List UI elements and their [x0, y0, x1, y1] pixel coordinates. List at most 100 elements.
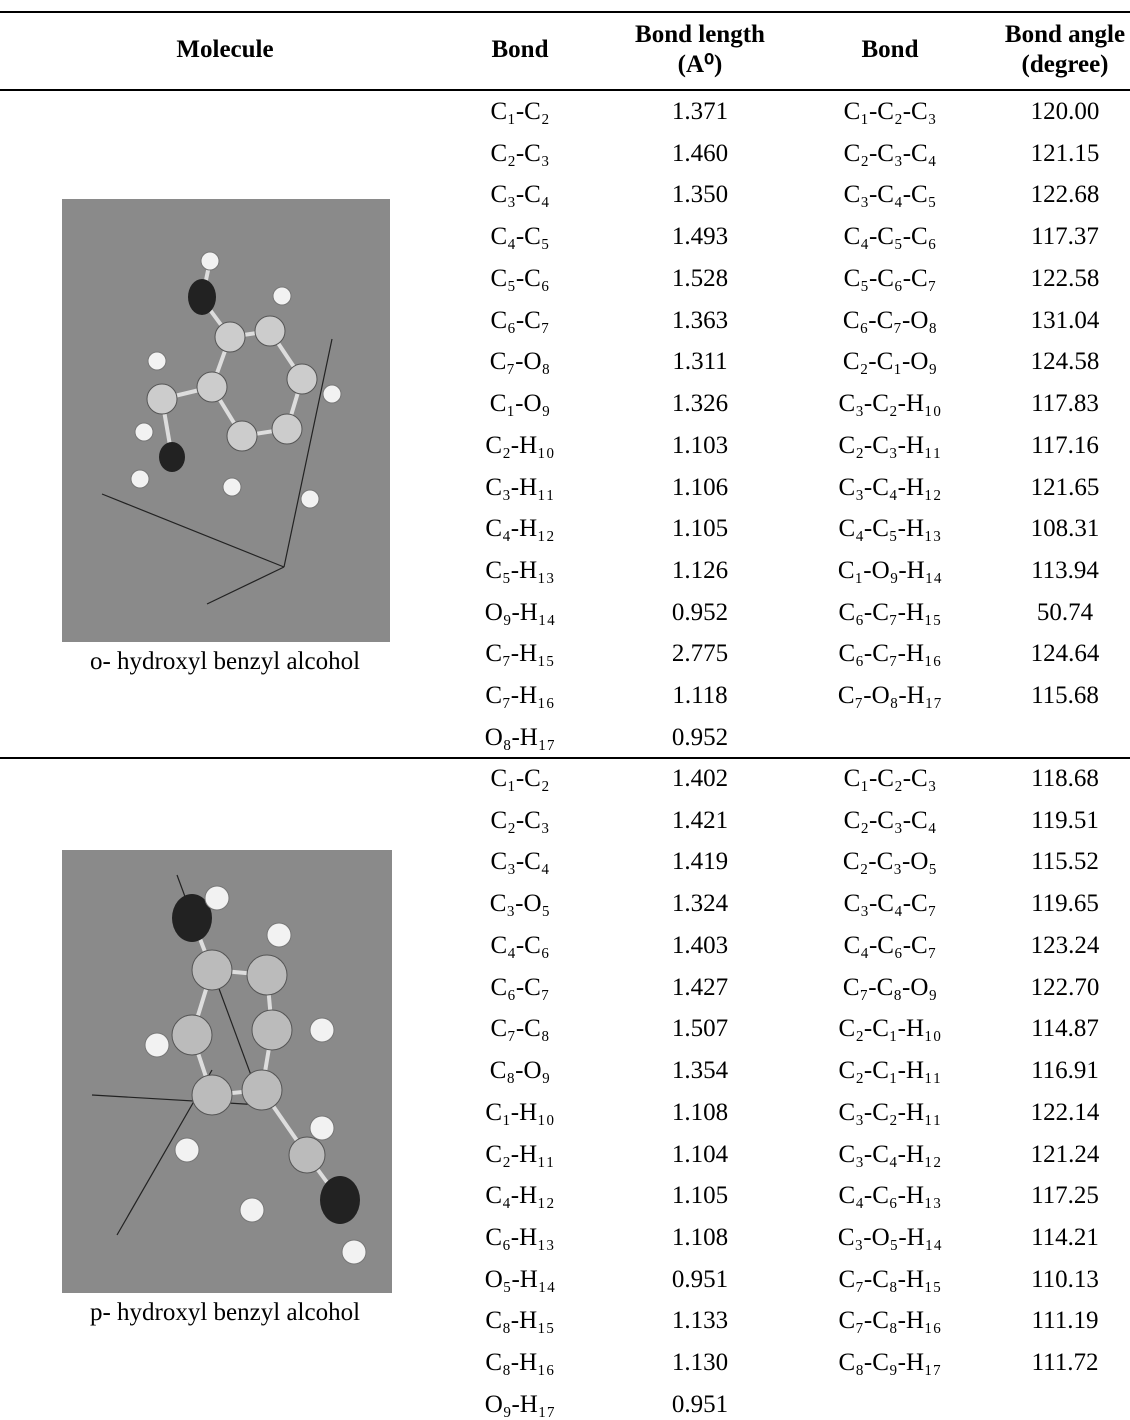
angle-bond: C₂-C₃-C₄: [844, 807, 937, 835]
top-rule: [0, 11, 1130, 13]
bond-angle: 119.65: [1031, 890, 1099, 918]
bond-angle: 114.21: [1031, 1224, 1099, 1252]
bond-angle: 108.31: [1031, 515, 1100, 543]
angle-bond: C₃-C₂-H₁₀: [839, 390, 942, 418]
angle-bond: C₃-C₄-C₇: [844, 890, 937, 918]
angle-bond: C₄-C₆-C₇: [844, 932, 937, 960]
bond: C₁-C₂: [490, 765, 549, 793]
bond: O₉-H₁₇: [485, 1391, 556, 1419]
bond-length: 2.775: [672, 640, 728, 668]
bond: C₂-H₁₀: [485, 432, 554, 460]
bond-length: 1.108: [672, 1224, 728, 1252]
bond: C₁-H₁₀: [485, 1099, 554, 1127]
angle-bond: C₁-C₂-C₃: [844, 765, 937, 793]
bond-angle: 110.13: [1031, 1266, 1099, 1294]
bond: C₃-C₄: [490, 181, 549, 209]
bond: C₄-C₅: [490, 223, 549, 251]
bond-length: 1.118: [672, 682, 727, 710]
angle-bond: C₄-C₅-H₁₃: [839, 515, 942, 543]
bond-length: 1.105: [672, 1182, 728, 1210]
bond-angle: 117.37: [1031, 223, 1099, 251]
bond: C₃-H₁₁: [485, 474, 554, 502]
angle-bond: C₂-C₁-O₉: [843, 348, 937, 376]
bond: C₄-H₁₂: [485, 1182, 554, 1210]
bond-angle: 115.52: [1031, 848, 1099, 876]
bond-angle: 124.64: [1031, 640, 1100, 668]
bond-angle: 50.74: [1037, 599, 1093, 627]
bond-angle: 123.24: [1031, 932, 1100, 960]
bond-angle: 122.14: [1031, 1099, 1100, 1127]
bond: O₈-H₁₇: [485, 724, 556, 752]
angle-bond: C₃-O₅-H₁₄: [838, 1224, 942, 1252]
molecule-image: [62, 199, 390, 642]
bond: C₇-O₈: [490, 348, 551, 376]
bond: C₈-H₁₅: [485, 1307, 554, 1335]
bond: C₈-O₉: [490, 1057, 551, 1085]
bond-length: 1.311: [672, 348, 727, 376]
bond-angle: 121.65: [1031, 474, 1100, 502]
angle-bond: C₃-C₂-H₁₁: [839, 1099, 942, 1127]
bond-length: 1.371: [672, 98, 728, 126]
angle-bond: C₂-C₁-H₁₀: [839, 1015, 942, 1043]
bond-length: 1.427: [672, 974, 728, 1002]
bond-length: 0.951: [672, 1391, 728, 1419]
header-bond: Bond: [815, 35, 965, 65]
bond-length: 1.326: [672, 390, 728, 418]
bond-length: 1.106: [672, 474, 728, 502]
angle-bond: C₁-C₂-C₃: [844, 98, 937, 126]
bond-length: 1.363: [672, 307, 728, 335]
bond-angle: 115.68: [1031, 682, 1099, 710]
angle-bond: C₆-C₇-H₁₆: [839, 640, 942, 668]
bond: C₅-C₆: [490, 265, 549, 293]
bond-length: 0.952: [672, 599, 728, 627]
bond-length: 1.133: [672, 1307, 728, 1335]
bond-length: 1.105: [672, 515, 728, 543]
bond-length: 1.324: [672, 890, 728, 918]
bond: C₇-H₁₅: [485, 640, 554, 668]
molecule-name: p- hydroxyl benzyl alcohol: [90, 1299, 360, 1327]
bond: C₆-H₁₃: [485, 1224, 554, 1252]
bond: C₆-C₇: [490, 307, 549, 335]
angle-bond: C₅-C₆-C₇: [844, 265, 937, 293]
group-rule: [0, 757, 1130, 759]
header-rule: [0, 89, 1130, 91]
header-bond: Bond: [445, 35, 595, 65]
bond-angle: 124.58: [1031, 348, 1100, 376]
bond-angle: 111.19: [1032, 1307, 1099, 1335]
bond-length: 1.402: [672, 765, 728, 793]
bond-length: 1.493: [672, 223, 728, 251]
bond: C₂-C₃: [490, 807, 549, 835]
bond-angle: 122.68: [1031, 181, 1100, 209]
molecule-name: o- hydroxyl benzyl alcohol: [90, 648, 360, 676]
bond-angle: 122.58: [1031, 265, 1100, 293]
bond: O₉-H₁₄: [485, 599, 556, 627]
bond-angle: 116.91: [1031, 1057, 1099, 1085]
bond-angle: 113.94: [1031, 557, 1099, 585]
bond-length: 1.528: [672, 265, 728, 293]
bond-length: 1.419: [672, 848, 728, 876]
bond-angle: 120.00: [1031, 98, 1100, 126]
bond-length: 1.103: [672, 432, 728, 460]
bond-angle: 121.15: [1031, 140, 1100, 168]
bond-angle: 122.70: [1031, 974, 1100, 1002]
angle-bond: C₈-C₉-H₁₇: [839, 1349, 942, 1377]
header-bond-angle: Bond angle (degree): [990, 20, 1130, 80]
angle-bond: C₃-C₄-H₁₂: [839, 1141, 942, 1169]
bond-length: 1.104: [672, 1141, 728, 1169]
bond: C₅-H₁₃: [485, 557, 554, 585]
molecule-image: [62, 850, 392, 1293]
bond-angle: 118.68: [1031, 765, 1099, 793]
bond-length: 1.126: [672, 557, 728, 585]
angle-bond: C₂-C₁-H₁₁: [839, 1057, 942, 1085]
angle-bond: C₄-C₅-C₆: [844, 223, 937, 251]
bond: C₆-C₇: [490, 974, 549, 1002]
angle-bond: C₇-C₈-H₁₆: [839, 1307, 942, 1335]
angle-bond: C₂-C₃-O₅: [843, 848, 937, 876]
angle-bond: C₆-C₇-H₁₅: [839, 599, 942, 627]
angle-bond: C₇-O₈-H₁₇: [838, 682, 942, 710]
bond: C₇-C₈: [490, 1015, 549, 1043]
bond-length: 0.952: [672, 724, 728, 752]
bond-angle: 131.04: [1031, 307, 1100, 335]
header-bond-length: Bond length (A⁰): [625, 20, 775, 80]
bond-angle: 114.87: [1031, 1015, 1099, 1043]
